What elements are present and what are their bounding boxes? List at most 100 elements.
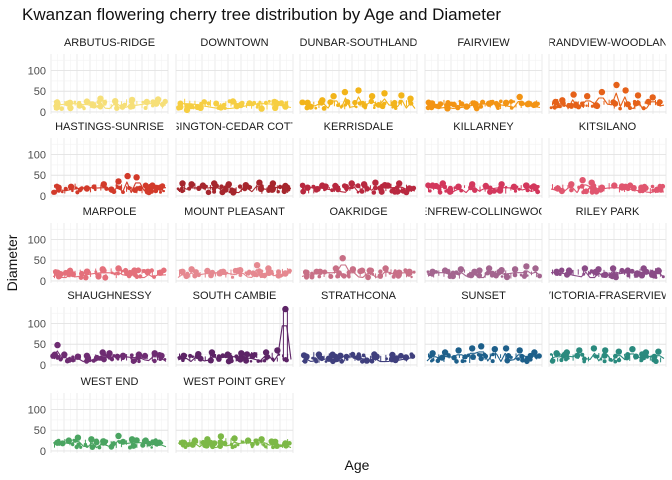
- facet-strip: RILEY PARK: [576, 206, 640, 218]
- data-point: [262, 443, 266, 447]
- data-point: [117, 440, 122, 444]
- data-point: [655, 267, 662, 274]
- data-point: [282, 103, 289, 110]
- data-point: [490, 359, 495, 364]
- data-point: [72, 438, 76, 442]
- data-point: [368, 93, 376, 100]
- data-point: [275, 272, 282, 279]
- data-point: [478, 343, 485, 350]
- data-point: [94, 270, 98, 274]
- data-point: [229, 358, 234, 364]
- data-point: [491, 346, 498, 353]
- data-point: [106, 350, 113, 357]
- data-point: [381, 90, 388, 97]
- data-point: [534, 354, 539, 359]
- data-point: [373, 353, 380, 360]
- data-point: [59, 440, 66, 447]
- x-axis-label: Age: [345, 457, 370, 473]
- data-point: [310, 271, 314, 275]
- data-point: [579, 183, 585, 189]
- data-point: [478, 355, 484, 362]
- data-point: [257, 272, 261, 276]
- facet-strip: ARBUTUS-RIDGE: [64, 37, 155, 49]
- facet-strip: STRATHCONA: [321, 290, 397, 302]
- data-point: [313, 269, 318, 274]
- data-point: [211, 440, 218, 447]
- data-point: [309, 274, 315, 280]
- data-point: [112, 354, 116, 358]
- data-point: [499, 99, 503, 104]
- data-point: [115, 184, 119, 187]
- data-point: [504, 357, 511, 364]
- data-point: [100, 438, 108, 445]
- data-point: [323, 188, 326, 192]
- data-point: [482, 352, 487, 357]
- data-point: [249, 352, 256, 359]
- data-point: [632, 99, 637, 104]
- data-point: [83, 442, 88, 447]
- data-point: [451, 355, 457, 361]
- data-point: [471, 268, 478, 275]
- data-point: [532, 184, 539, 191]
- data-point: [476, 267, 483, 274]
- data-point: [602, 271, 609, 278]
- data-point: [388, 271, 392, 275]
- data-point: [207, 357, 214, 364]
- data-point: [154, 96, 162, 103]
- data-point: [74, 434, 82, 441]
- facet-label: KILLARNEY: [453, 121, 514, 133]
- data-point: [111, 189, 117, 195]
- data-point: [398, 92, 405, 99]
- facet-strip: DOWNTOWN: [200, 37, 268, 49]
- data-point: [629, 268, 635, 274]
- data-point: [457, 266, 465, 273]
- data-point: [441, 349, 449, 356]
- facet-panel: KERRISDALE: [299, 121, 418, 198]
- data-point: [588, 271, 592, 275]
- data-point: [206, 101, 211, 106]
- data-point: [629, 346, 636, 353]
- data-point: [519, 273, 523, 277]
- data-point: [122, 102, 127, 108]
- facet-strip: MARPOLE: [83, 206, 137, 218]
- data-point: [197, 104, 204, 112]
- data-point: [455, 347, 462, 354]
- data-point: [410, 275, 413, 279]
- data-point: [371, 190, 377, 195]
- data-point: [537, 273, 542, 279]
- facet-strip: WEST POINT GREY: [183, 376, 286, 388]
- data-point: [63, 186, 68, 191]
- y-tick-label: 100: [28, 405, 46, 417]
- data-point: [661, 275, 665, 279]
- data-point: [54, 341, 61, 349]
- data-point: [521, 273, 528, 279]
- data-point: [77, 187, 83, 193]
- data-point: [350, 351, 356, 357]
- data-point: [137, 359, 141, 364]
- data-point: [645, 98, 652, 105]
- facet-panel: HASTINGS-SUNRISE 0 50 100: [28, 121, 169, 203]
- data-point: [279, 100, 284, 106]
- data-point: [116, 272, 120, 276]
- data-point: [554, 185, 561, 192]
- data-point: [177, 103, 184, 111]
- data-point: [563, 349, 570, 356]
- data-point: [655, 348, 662, 355]
- data-point: [409, 101, 414, 106]
- data-point: [231, 435, 238, 442]
- data-point: [525, 100, 532, 107]
- data-point: [407, 95, 414, 102]
- facet-strip: KILLARNEY: [453, 121, 514, 133]
- data-point: [349, 266, 357, 273]
- data-point: [327, 99, 334, 105]
- y-tick-label: 0: [40, 446, 46, 458]
- facet-panel: KILLARNEY: [424, 121, 543, 198]
- data-point: [613, 353, 618, 359]
- facet-label: WEST END: [81, 376, 139, 388]
- y-tick-label: 50: [34, 170, 46, 182]
- data-point: [152, 358, 157, 364]
- data-point: [246, 100, 253, 107]
- data-point: [279, 444, 283, 448]
- data-point: [412, 270, 416, 274]
- data-point: [389, 351, 396, 359]
